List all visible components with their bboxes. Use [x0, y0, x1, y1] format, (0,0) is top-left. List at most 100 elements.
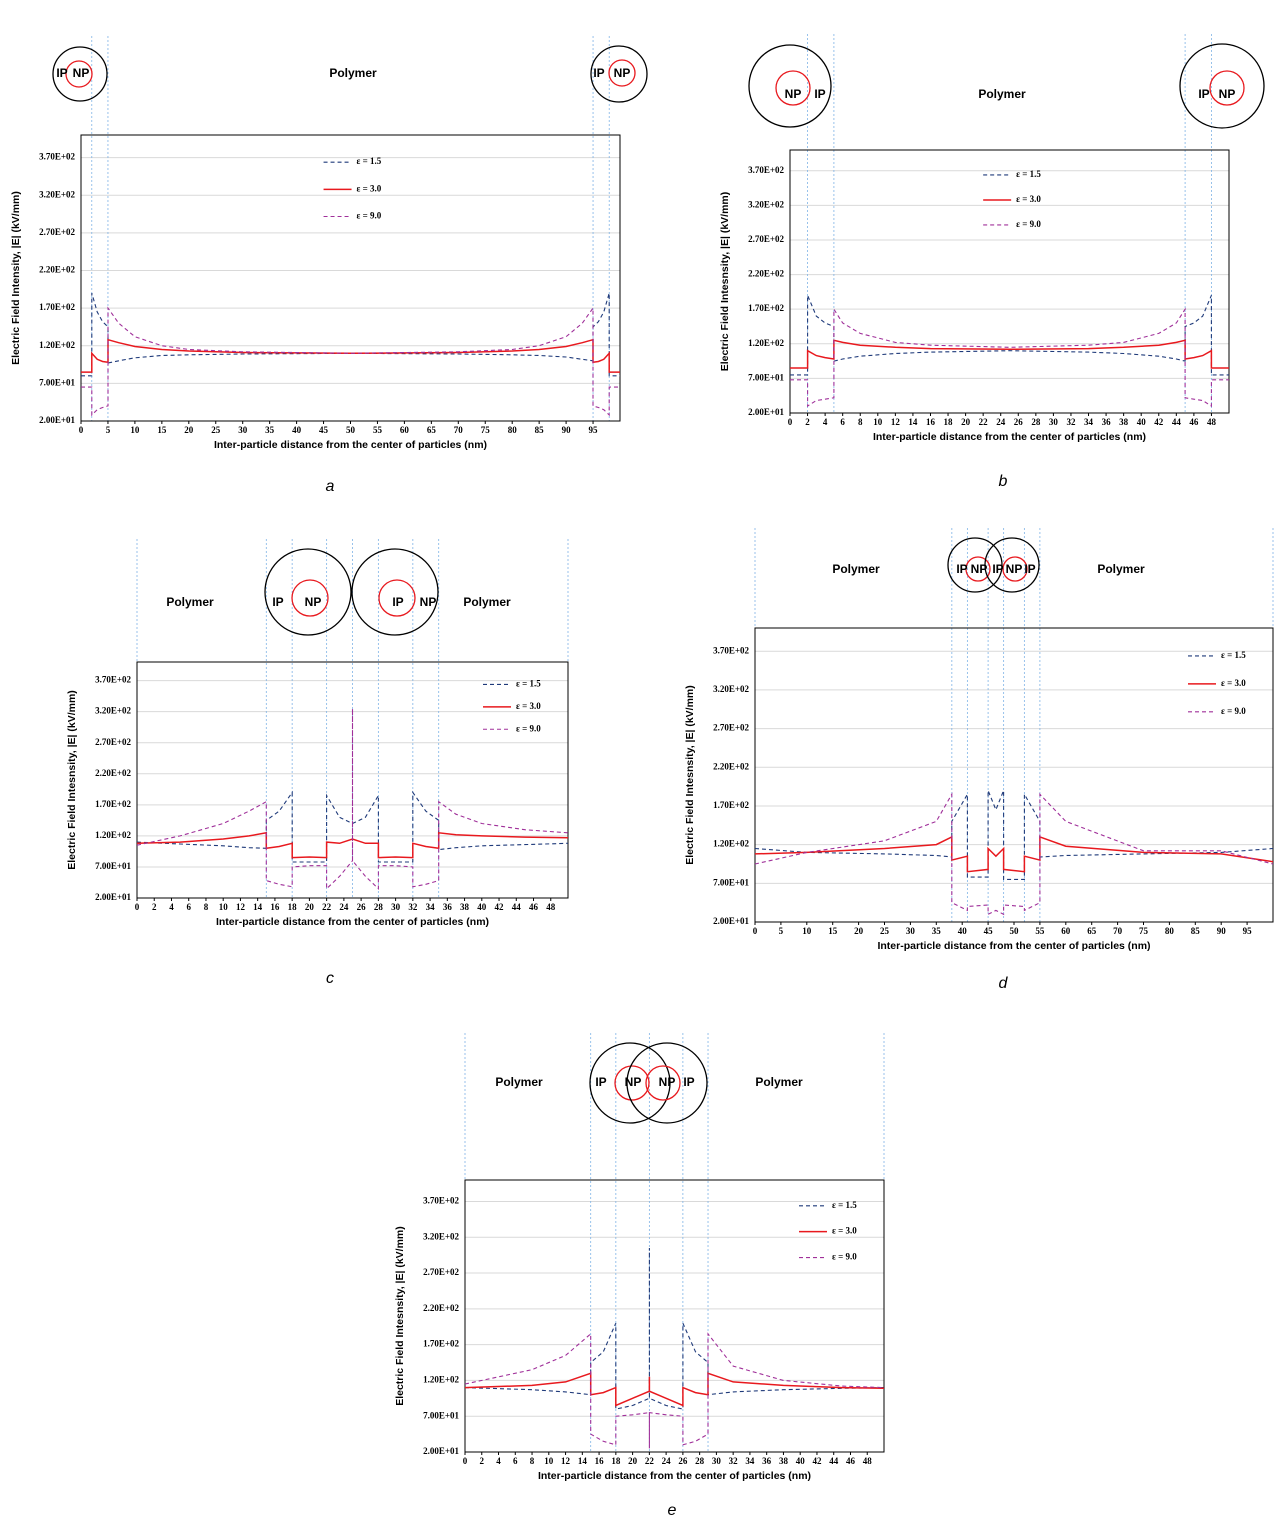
x-tick-label: 25 [880, 926, 890, 936]
particle-outline [351, 548, 439, 636]
x-tick-label: 48 [1207, 417, 1217, 427]
x-axis-label: Inter-particle distance from the center … [873, 431, 1146, 443]
y-tick-label: 7.00E+01 [95, 861, 131, 871]
x-tick-label: 42 [495, 902, 505, 912]
particle-outline [608, 59, 636, 87]
x-tick-label: 38 [1119, 417, 1129, 427]
legend-label: ε = 1.5 [357, 156, 382, 166]
annotation: IP [814, 87, 825, 101]
y-tick-label: 3.70E+02 [748, 165, 784, 175]
x-tick-label: 80 [508, 425, 518, 435]
series-line [754, 790, 1274, 880]
x-tick-label: 18 [611, 1456, 621, 1466]
y-tick-label: 1.70E+02 [748, 303, 784, 313]
plot-frame [789, 149, 1230, 414]
annotation: NP [1006, 562, 1023, 576]
annotation: IP [1024, 562, 1035, 576]
y-tick-label: 1.20E+02 [95, 830, 131, 840]
x-tick-label: 10 [130, 425, 140, 435]
y-tick-label: 1.70E+02 [39, 302, 75, 312]
x-tick-label: 34 [426, 902, 436, 912]
y-tick-label: 1.70E+02 [95, 799, 131, 809]
particle-outline [264, 548, 352, 636]
x-tick-label: 0 [788, 417, 793, 427]
x-tick-label: 30 [712, 1456, 722, 1466]
series-line [81, 306, 620, 417]
panel-caption: b [999, 473, 1008, 490]
x-tick-label: 75 [1139, 926, 1149, 936]
legend-label: ε = 1.5 [832, 1200, 857, 1210]
series-line [790, 295, 1229, 376]
y-tick-label: 3.70E+02 [423, 1196, 459, 1206]
annotation: IP [1198, 87, 1209, 101]
x-tick-label: 32 [729, 1456, 739, 1466]
particle-outline [947, 537, 1003, 593]
x-tick-label: 35 [265, 425, 275, 435]
x-tick-label: 44 [512, 902, 522, 912]
x-tick-label: 30 [1049, 417, 1059, 427]
x-tick-label: 85 [535, 425, 545, 435]
x-axis-label: Inter-particle distance from the center … [214, 439, 487, 451]
x-tick-label: 16 [926, 417, 936, 427]
x-tick-label: 40 [292, 425, 302, 435]
annotation: Polymer [463, 595, 511, 609]
x-tick-label: 70 [1113, 926, 1123, 936]
series-line [136, 708, 569, 890]
particle-outline [984, 537, 1040, 593]
y-axis-label: Electric Field Intensity, |E| (kV/mm) [10, 191, 22, 365]
annotation: Polymer [166, 595, 214, 609]
x-tick-label: 16 [595, 1456, 605, 1466]
x-tick-label: 32 [1066, 417, 1076, 427]
y-axis-label: Electric Field Intesnsity, |E| (kV/mm) [719, 192, 731, 372]
x-tick-label: 35 [932, 926, 942, 936]
x-tick-label: 22 [322, 902, 332, 912]
y-tick-label: 2.70E+02 [423, 1267, 459, 1277]
x-tick-label: 30 [238, 425, 248, 435]
x-tick-label: 90 [562, 425, 572, 435]
x-tick-label: 15 [828, 926, 838, 936]
x-tick-label: 36 [443, 902, 453, 912]
x-tick-label: 8 [858, 417, 863, 427]
annotation: IP [392, 595, 403, 609]
particle-outline [65, 60, 93, 88]
x-tick-label: 55 [373, 425, 383, 435]
x-tick-label: 18 [944, 417, 954, 427]
y-axis-label: Electric Field Intesnsity, |E| (kV/mm) [66, 690, 78, 870]
legend-label: ε = 3.0 [832, 1226, 857, 1236]
legend-label: ε = 9.0 [357, 211, 382, 221]
x-tick-label: 42 [812, 1456, 822, 1466]
x-tick-label: 20 [184, 425, 194, 435]
y-tick-label: 3.20E+02 [748, 199, 784, 209]
annotation: IP [595, 1075, 606, 1089]
x-tick-label: 90 [1217, 926, 1227, 936]
plot-frame [464, 1179, 885, 1453]
y-tick-label: 7.00E+01 [39, 377, 75, 387]
x-tick-label: 2 [152, 902, 157, 912]
x-tick-label: 12 [236, 902, 246, 912]
y-tick-label: 2.20E+02 [423, 1303, 459, 1313]
y-tick-label: 3.20E+02 [713, 684, 749, 694]
x-tick-label: 45 [984, 926, 994, 936]
y-tick-label: 3.20E+02 [39, 189, 75, 199]
y-tick-label: 2.70E+02 [95, 737, 131, 747]
y-tick-label: 2.20E+02 [748, 269, 784, 279]
particle-outline [1179, 43, 1265, 129]
x-tick-label: 32 [408, 902, 418, 912]
y-tick-label: 2.20E+02 [39, 265, 75, 275]
annotation: IP [956, 562, 967, 576]
x-tick-label: 38 [779, 1456, 789, 1466]
x-tick-label: 14 [253, 902, 263, 912]
series-line [464, 1332, 885, 1449]
particle-outline [589, 1042, 671, 1124]
x-tick-label: 95 [589, 425, 599, 435]
series-line [81, 292, 620, 377]
y-tick-label: 2.00E+01 [713, 916, 749, 926]
annotation: IP [593, 66, 604, 80]
x-tick-label: 12 [561, 1456, 571, 1466]
y-tick-label: 2.70E+02 [748, 234, 784, 244]
x-tick-label: 0 [79, 425, 84, 435]
x-tick-label: 24 [662, 1456, 672, 1466]
y-tick-label: 1.20E+02 [713, 839, 749, 849]
panel-caption: c [326, 970, 334, 987]
legend-label: ε = 3.0 [1016, 194, 1041, 204]
